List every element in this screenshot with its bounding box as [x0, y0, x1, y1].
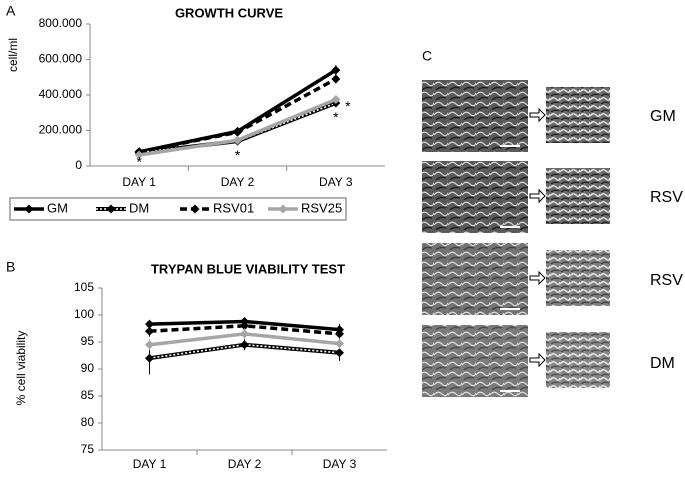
micrographs — [422, 80, 610, 397]
point-marker — [331, 65, 341, 75]
panel-letter: C — [422, 48, 432, 64]
legend-label: GM — [47, 200, 68, 215]
series — [145, 321, 344, 340]
y-axis-label: % cell viability — [14, 331, 28, 406]
legend-label: RSV25 — [301, 200, 342, 215]
micrograph — [422, 325, 528, 397]
image-label: DM — [650, 355, 675, 372]
y-tick-label: 0 — [75, 158, 82, 172]
y-tick-label: 100 — [74, 307, 94, 321]
legend-box — [9, 197, 347, 221]
point-marker — [145, 319, 154, 329]
point-marker — [134, 150, 144, 160]
micrograph — [422, 80, 528, 152]
x-tick-label: DAY 3 — [323, 457, 357, 471]
y-tick-label: 600.000 — [39, 52, 83, 66]
point-marker — [240, 321, 249, 331]
micrograph-zoom — [546, 332, 610, 388]
image-label: GM — [650, 108, 676, 125]
y-tick-label: 105 — [74, 280, 94, 294]
point-marker — [240, 340, 249, 350]
point-marker — [240, 329, 249, 339]
y-tick-label: 800.000 — [39, 16, 83, 30]
legend-label: RSV01 — [213, 200, 254, 215]
y-tick-label: 200.000 — [39, 123, 83, 137]
micrograph-zoom — [546, 168, 610, 224]
y-tick-label: 95 — [81, 334, 95, 348]
image-label: RSV 25 — [650, 272, 685, 289]
annotation: * — [345, 98, 351, 114]
y-tick-label: 75 — [81, 442, 95, 456]
series — [134, 94, 341, 160]
image-label: RSV 01 — [650, 189, 685, 206]
x-tick-label: DAY 2 — [228, 457, 262, 471]
annotation: * — [136, 154, 142, 170]
x-tick-label: DAY 3 — [319, 175, 353, 189]
point-marker — [145, 353, 154, 363]
micrograph-zoom — [546, 87, 610, 143]
y-axis-label: cell/ml — [6, 38, 20, 72]
series — [145, 328, 344, 351]
arrows — [529, 107, 546, 368]
point-marker — [145, 340, 154, 350]
series — [145, 339, 344, 375]
chart-title: GROWTH CURVE — [175, 5, 283, 20]
point-marker — [233, 135, 242, 145]
scale-bars — [500, 145, 520, 392]
panel-letter: B — [6, 259, 15, 275]
point-marker — [331, 94, 341, 104]
point-marker — [335, 329, 344, 339]
point-marker — [331, 74, 341, 84]
legend-marker — [24, 204, 34, 214]
panel-letter: A — [6, 3, 16, 19]
y-tick-label: 90 — [81, 361, 95, 375]
legend-marker — [190, 204, 200, 214]
micrograph — [422, 243, 528, 315]
legend-marker — [278, 204, 288, 214]
micrograph — [422, 161, 528, 233]
y-tick-label: 400.000 — [39, 87, 83, 101]
point-marker — [335, 339, 344, 349]
annotation: * — [235, 147, 241, 163]
chart-title: TRYPAN BLUE VIABILITY TEST — [151, 261, 345, 276]
point-marker — [145, 326, 154, 336]
x-tick-label: DAY 1 — [122, 175, 156, 189]
x-tick-label: DAY 1 — [133, 457, 167, 471]
legend-label: DM — [129, 200, 149, 215]
y-tick-label: 80 — [81, 415, 95, 429]
micrograph-zoom — [546, 250, 610, 306]
series-line — [149, 324, 340, 336]
y-tick-label: 85 — [81, 388, 95, 402]
legend-marker — [106, 204, 116, 214]
annotation: * — [333, 109, 339, 125]
x-tick-label: DAY 2 — [221, 175, 255, 189]
point-marker — [335, 348, 344, 358]
point-marker — [233, 127, 242, 137]
